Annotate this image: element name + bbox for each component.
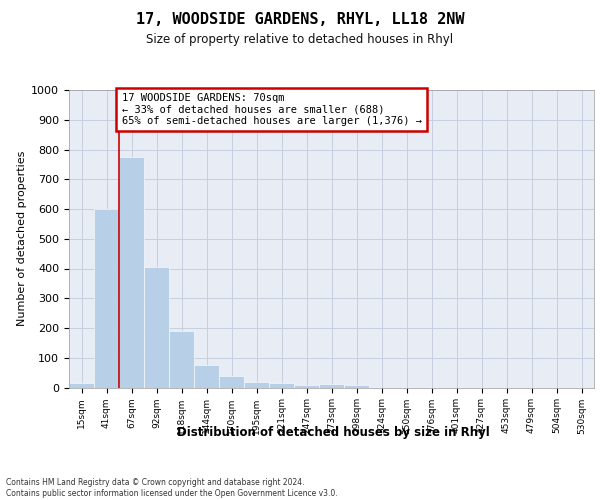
Y-axis label: Number of detached properties: Number of detached properties — [17, 151, 27, 326]
Bar — [194, 364, 219, 388]
Bar — [294, 384, 319, 388]
Bar — [344, 386, 369, 388]
Bar — [69, 383, 94, 388]
Text: Size of property relative to detached houses in Rhyl: Size of property relative to detached ho… — [146, 32, 454, 46]
Text: Contains HM Land Registry data © Crown copyright and database right 2024.
Contai: Contains HM Land Registry data © Crown c… — [6, 478, 338, 498]
Bar — [144, 267, 169, 388]
Bar — [169, 331, 194, 388]
Bar — [119, 157, 144, 388]
Bar — [319, 384, 344, 388]
Text: 17, WOODSIDE GARDENS, RHYL, LL18 2NW: 17, WOODSIDE GARDENS, RHYL, LL18 2NW — [136, 12, 464, 28]
Bar — [244, 382, 269, 388]
Text: Distribution of detached houses by size in Rhyl: Distribution of detached houses by size … — [176, 426, 490, 439]
Bar — [94, 209, 119, 388]
Bar — [269, 383, 294, 388]
Bar — [219, 376, 244, 388]
Text: 17 WOODSIDE GARDENS: 70sqm
← 33% of detached houses are smaller (688)
65% of sem: 17 WOODSIDE GARDENS: 70sqm ← 33% of deta… — [121, 93, 421, 126]
